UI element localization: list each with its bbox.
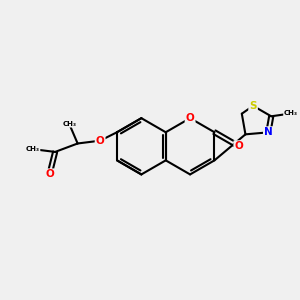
Text: CH₃: CH₃ (284, 110, 298, 116)
Text: O: O (234, 141, 243, 151)
Text: O: O (45, 169, 54, 179)
Text: S: S (249, 101, 257, 111)
Text: CH₃: CH₃ (62, 121, 76, 127)
Text: O: O (96, 136, 104, 146)
Text: CH₃: CH₃ (26, 146, 40, 152)
Text: O: O (186, 113, 194, 123)
Text: N: N (264, 127, 273, 137)
